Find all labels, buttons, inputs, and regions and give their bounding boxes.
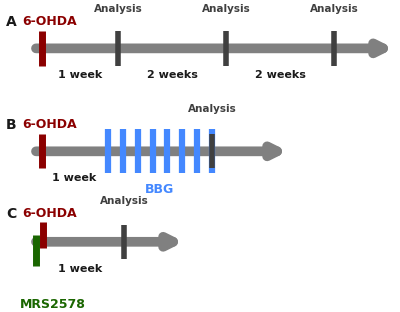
- Text: 6-OHDA: 6-OHDA: [22, 207, 77, 220]
- Text: 1 week: 1 week: [58, 264, 102, 274]
- Text: Analysis: Analysis: [310, 4, 358, 14]
- Text: C: C: [6, 207, 16, 221]
- Text: Analysis: Analysis: [188, 104, 236, 114]
- Text: 2 weeks: 2 weeks: [254, 70, 306, 80]
- Text: B: B: [6, 118, 17, 132]
- Text: 1 week: 1 week: [58, 70, 102, 80]
- Text: Analysis: Analysis: [94, 4, 142, 14]
- Text: MRS2578: MRS2578: [20, 298, 86, 311]
- Text: BBG: BBG: [145, 183, 175, 196]
- Text: 6-OHDA: 6-OHDA: [22, 118, 77, 131]
- Text: 1 week: 1 week: [52, 173, 96, 183]
- Text: 6-OHDA: 6-OHDA: [22, 15, 77, 28]
- Text: 2 weeks: 2 weeks: [146, 70, 198, 80]
- Text: Analysis: Analysis: [100, 196, 148, 206]
- Text: A: A: [6, 15, 17, 29]
- Text: Analysis: Analysis: [202, 4, 250, 14]
